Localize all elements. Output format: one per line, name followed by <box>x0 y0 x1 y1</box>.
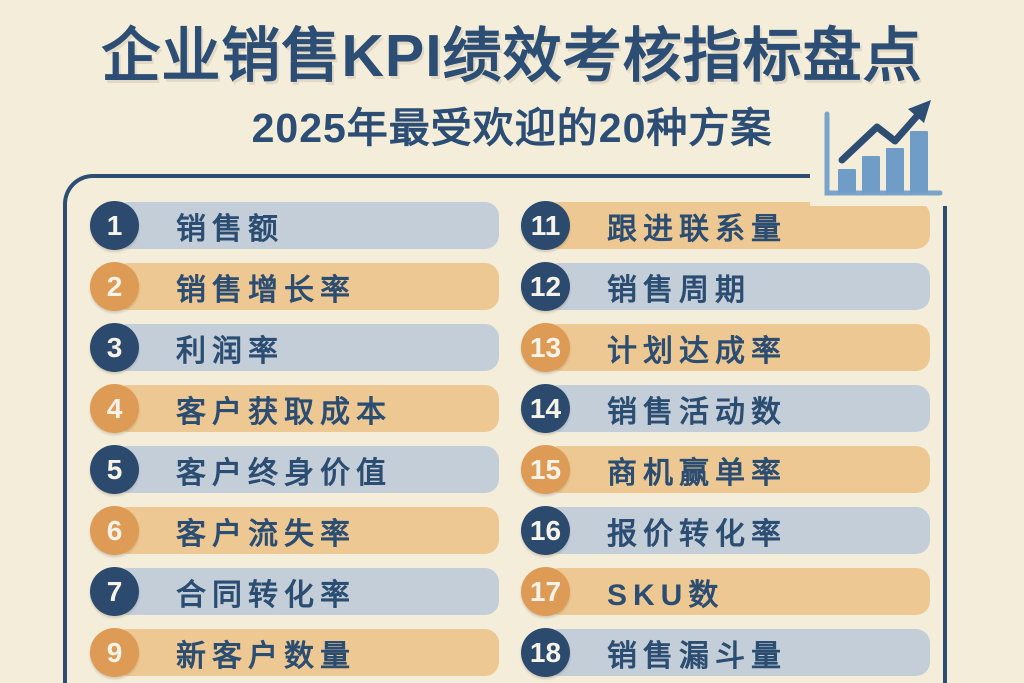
kpi-label: 销售额 <box>176 212 284 246</box>
kpi-label: 新客户数量 <box>176 639 356 673</box>
kpi-label: 利润率 <box>176 334 284 368</box>
kpi-item: 6 客户流失率 <box>90 506 499 555</box>
kpi-pill: 客户获取成本 <box>114 385 499 432</box>
kpi-item: 14 销售活动数 <box>521 384 930 433</box>
kpi-item: 2 销售增长率 <box>90 262 499 311</box>
kpi-label: 计划达成率 <box>607 334 787 368</box>
kpi-number-badge: 16 <box>521 506 570 555</box>
kpi-number-badge: 9 <box>90 628 139 677</box>
growth-chart-icon <box>810 90 952 206</box>
kpi-label: 销售增长率 <box>176 273 356 307</box>
kpi-column-right: 11 跟进联系量 12 销售周期 13 计划达成率 14 销售活动数 15 商机… <box>521 201 930 677</box>
kpi-label: 销售周期 <box>607 273 751 307</box>
kpi-item: 12 销售周期 <box>521 262 930 311</box>
kpi-item: 18 销售漏斗量 <box>521 628 930 677</box>
kpi-number-badge: 12 <box>521 262 570 311</box>
kpi-pill: 报价转化率 <box>545 507 930 554</box>
kpi-pill: 新客户数量 <box>114 629 499 676</box>
kpi-item: 11 跟进联系量 <box>521 201 930 250</box>
page-subtitle: 2025年最受欢迎的20种方案 <box>251 104 773 151</box>
header: 企业销售KPI绩效考核指标盘点 2025年最受欢迎的20种方案 <box>0 0 1024 154</box>
kpi-pill: 销售增长率 <box>114 263 499 310</box>
page-title: 企业销售KPI绩效考核指标盘点 <box>101 23 923 89</box>
kpi-pill: 客户流失率 <box>114 507 499 554</box>
kpi-number-badge: 6 <box>90 506 139 555</box>
kpi-label: 销售活动数 <box>607 395 787 429</box>
kpi-item: 4 客户获取成本 <box>90 384 499 433</box>
kpi-number-badge: 17 <box>521 567 570 616</box>
kpi-number-badge: 1 <box>90 201 139 250</box>
kpi-number-badge: 13 <box>521 323 570 372</box>
kpi-number-badge: 11 <box>521 201 570 250</box>
trend-arrow-icon <box>838 100 931 164</box>
kpi-label: 合同转化率 <box>176 578 356 612</box>
kpi-pill: 销售漏斗量 <box>545 629 930 676</box>
kpi-label: 客户获取成本 <box>176 395 392 429</box>
kpi-pill: 客户终身价值 <box>114 446 499 493</box>
kpi-pill: 销售额 <box>114 202 499 249</box>
kpi-item: 9 新客户数量 <box>90 628 499 677</box>
kpi-pill: 利润率 <box>114 324 499 371</box>
kpi-number-badge: 2 <box>90 262 139 311</box>
kpi-pill: 合同转化率 <box>114 568 499 615</box>
kpi-item: 15 商机赢单率 <box>521 445 930 494</box>
kpi-pill: 商机赢单率 <box>545 446 930 493</box>
kpi-column-left: 1 销售额 2 销售增长率 3 利润率 4 客户获取成本 5 客户终身价值 6 … <box>90 201 499 677</box>
kpi-board: 1 销售额 2 销售增长率 3 利润率 4 客户获取成本 5 客户终身价值 6 … <box>63 174 947 683</box>
kpi-number-badge: 15 <box>521 445 570 494</box>
kpi-number-badge: 4 <box>90 384 139 433</box>
kpi-number-badge: 3 <box>90 323 139 372</box>
kpi-label: SKU数 <box>607 578 725 612</box>
kpi-label: 客户流失率 <box>176 517 356 551</box>
kpi-item: 13 计划达成率 <box>521 323 930 372</box>
kpi-pill: SKU数 <box>545 568 930 615</box>
kpi-number-badge: 14 <box>521 384 570 433</box>
kpi-label: 报价转化率 <box>607 517 787 551</box>
kpi-item: 16 报价转化率 <box>521 506 930 555</box>
kpi-pill: 跟进联系量 <box>545 202 930 249</box>
chart-bars-icon <box>838 131 928 193</box>
kpi-number-badge: 18 <box>521 628 570 677</box>
kpi-pill: 销售周期 <box>545 263 930 310</box>
kpi-item: 5 客户终身价值 <box>90 445 499 494</box>
kpi-item: 17 SKU数 <box>521 567 930 616</box>
kpi-item: 1 销售额 <box>90 201 499 250</box>
kpi-number-badge: 7 <box>90 567 139 616</box>
kpi-pill: 计划达成率 <box>545 324 930 371</box>
kpi-item: 3 利润率 <box>90 323 499 372</box>
kpi-pill: 销售活动数 <box>545 385 930 432</box>
kpi-item: 7 合同转化率 <box>90 567 499 616</box>
kpi-label: 商机赢单率 <box>607 456 787 490</box>
kpi-label: 客户终身价值 <box>176 456 392 490</box>
kpi-label: 跟进联系量 <box>607 212 787 246</box>
kpi-label: 销售漏斗量 <box>607 639 787 673</box>
kpi-number-badge: 5 <box>90 445 139 494</box>
